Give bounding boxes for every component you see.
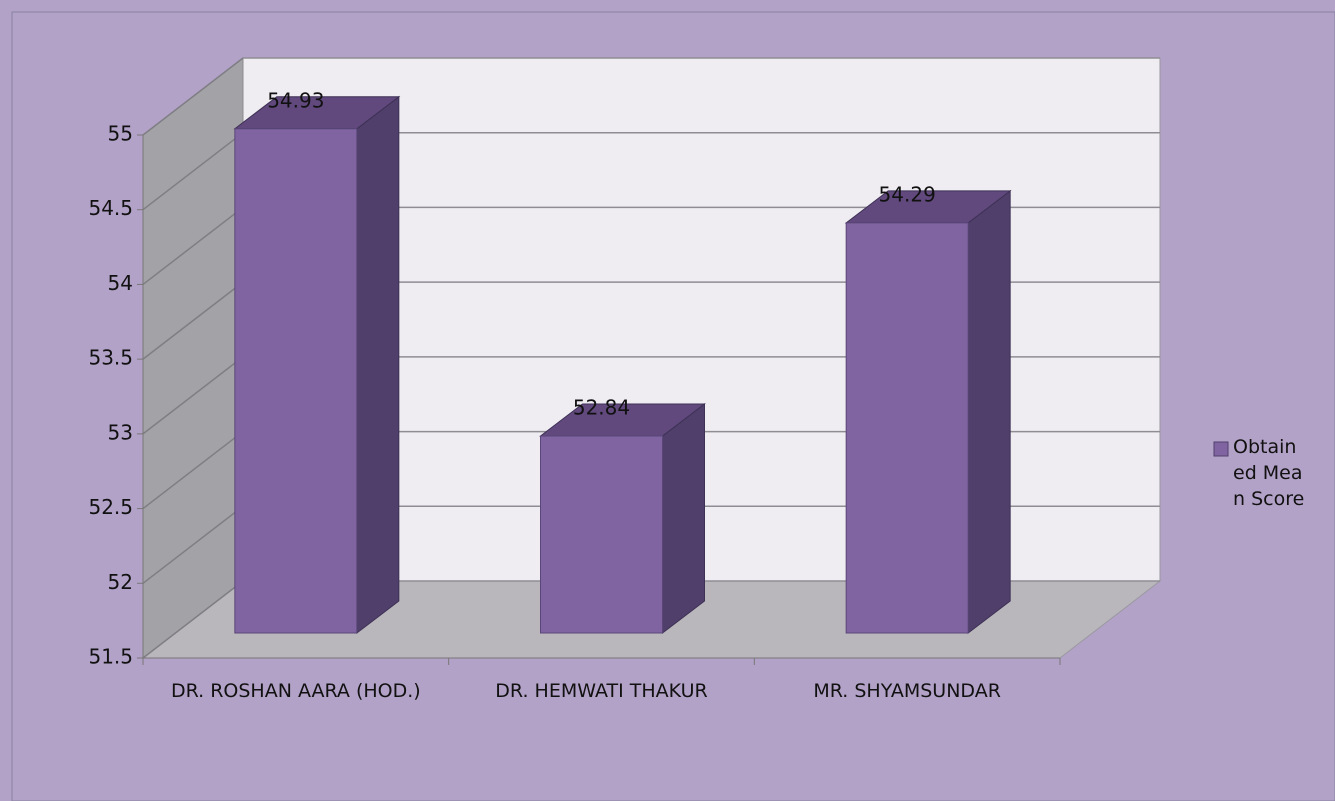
x-tick-label: DR. HEMWATI THAKUR <box>495 680 708 702</box>
bar <box>540 435 663 634</box>
x-tick-label-box: DR. ROSHAN AARA (HOD.) <box>170 680 421 702</box>
y-tick-label: 52 <box>108 570 133 594</box>
legend-swatch <box>1213 441 1229 457</box>
y-tick-label: 54 <box>108 271 133 295</box>
side-wall <box>142 56 244 660</box>
data-label: 52.84 <box>573 396 630 420</box>
y-tick-label: 55 <box>108 122 133 146</box>
grid-line-side <box>142 430 244 510</box>
bar-side <box>662 403 705 635</box>
x-tick-label: MR. SHYAMSUNDAR <box>813 680 1001 702</box>
x-tick-label: DR. ROSHAN AARA (HOD.) <box>170 680 421 702</box>
data-label: 54.29 <box>879 182 936 206</box>
grid-line-side <box>142 206 244 286</box>
bar <box>234 128 358 634</box>
grid-line-side <box>142 505 244 584</box>
y-tick-label: 53.5 <box>88 346 133 370</box>
grid-line-side <box>142 580 244 659</box>
legend-label: Obtained Mean Score <box>1233 436 1305 510</box>
bar <box>845 222 969 634</box>
grid-line-side <box>142 281 244 360</box>
y-tick-label: 52.5 <box>88 495 133 519</box>
y-tick-label: 53 <box>108 420 133 444</box>
grid-line-side <box>142 132 244 211</box>
legend-label-box: Obtained Mean Score <box>1233 436 1305 510</box>
data-label: 54.93 <box>267 88 324 112</box>
bar-side <box>356 95 400 635</box>
bar-side <box>967 189 1011 635</box>
x-tick-label-box: DR. HEMWATI THAKUR <box>495 680 708 702</box>
y-tick-label: 54.5 <box>88 196 133 220</box>
grid-line-side <box>142 356 244 435</box>
y-tick-label: 51.5 <box>88 645 133 669</box>
x-tick-label-box: MR. SHYAMSUNDAR <box>813 680 1001 702</box>
grid-line-side <box>142 57 244 136</box>
